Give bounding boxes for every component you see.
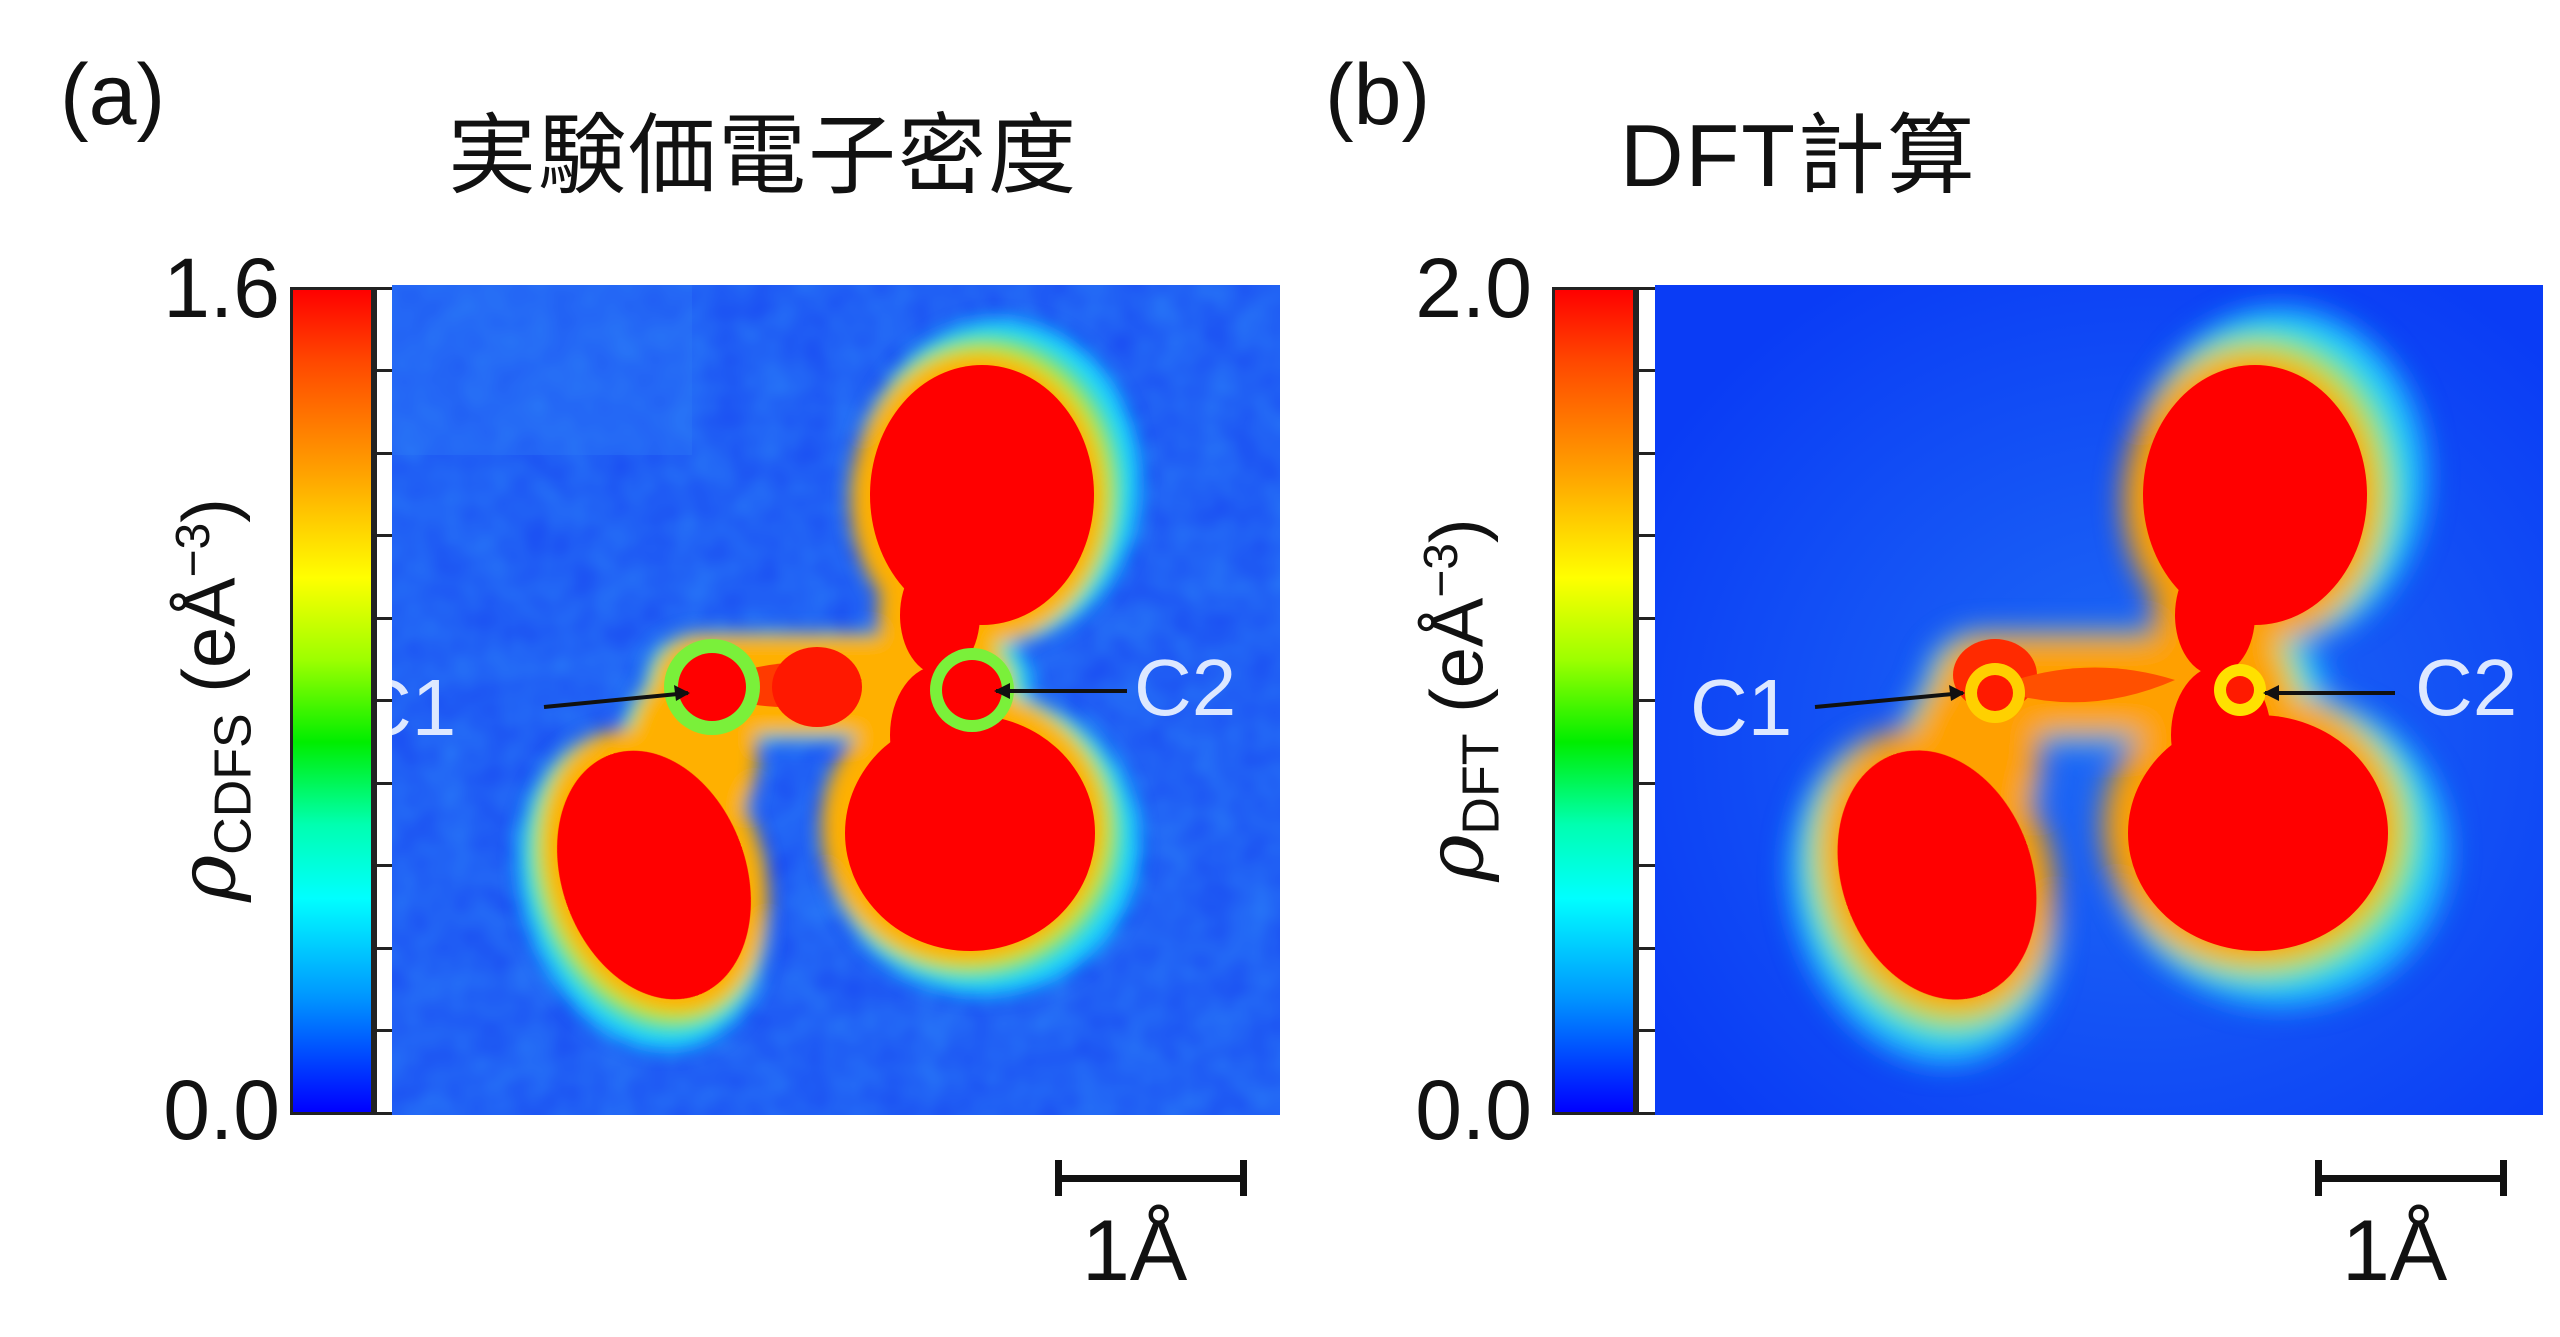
scale-label: 1Å [2342,1203,2448,1299]
density-map-dft: C1 C2 [1655,285,2543,1115]
colorbar-axis-label: ρCDFS (eÅ−3) [160,498,263,902]
colorbar-axis-label: ρDFT (eÅ−3) [1408,518,1511,882]
colorbar-min-label: 0.0 [1415,1063,1532,1157]
atom-label-c1: C1 [1690,663,1792,752]
atom-label-c1: C1 [392,663,456,752]
density-map-experimental: C1 C2 [392,285,1280,1115]
colorbar-max-label: 2.0 [1415,241,1532,335]
panel-letter: (b) [1325,47,1431,143]
colorbar-ticks [1636,287,1658,1115]
colorbar [290,287,374,1115]
colorbar-max-label: 1.6 [163,241,280,335]
scale-bar [1055,1160,1247,1196]
panel-b: (b) DFT計算 2.0 0.0 ρDFT (eÅ−3) [1280,0,2560,1337]
panel-letter: (a) [60,47,166,143]
scale-bar [2315,1160,2507,1196]
atom-label-c2: C2 [1134,643,1236,732]
colorbar-ticks [374,287,396,1115]
panel-title: 実験価電子密度 [448,106,1079,205]
colorbar-min-label: 0.0 [163,1063,280,1157]
colorbar [1552,287,1636,1115]
scale-label: 1Å [1082,1203,1188,1299]
atom-label-c2: C2 [2415,643,2517,732]
panel-title: DFT計算 [1620,106,1978,205]
panel-a: (a) 実験価電子密度 1.6 0.0 ρCDFS (eÅ−3) [60,47,1280,1299]
